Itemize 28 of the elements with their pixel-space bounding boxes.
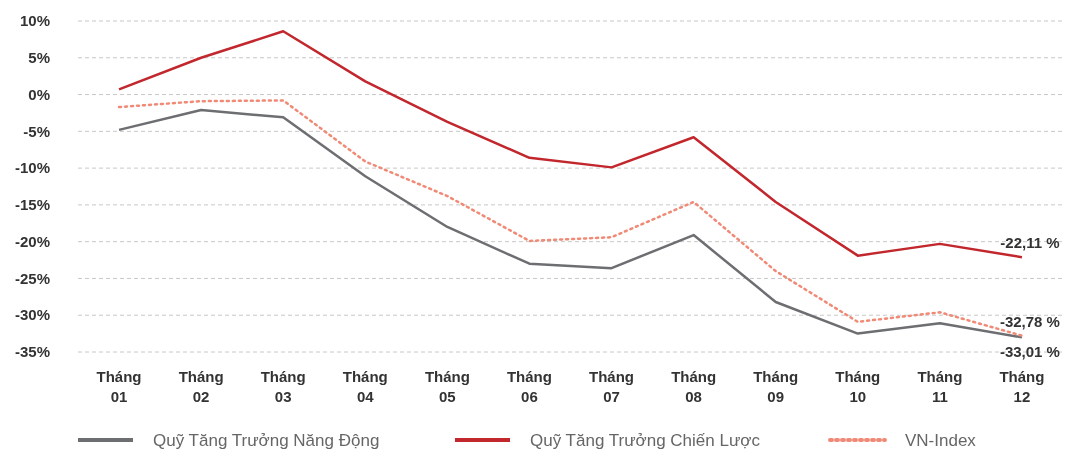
data-label: -33,01 % <box>999 343 1060 361</box>
x-tick-label: Tháng 04 <box>342 368 388 405</box>
y-tick-label: -5% <box>23 122 50 140</box>
x-tick-label: Tháng 01 <box>96 368 142 405</box>
y-tick-label: 5% <box>28 49 50 67</box>
legend-label: Quỹ Tăng Trưởng Chiến Lược <box>530 430 761 450</box>
x-tick-label: Tháng 07 <box>589 368 635 405</box>
x-tick-label: Tháng 06 <box>506 368 552 405</box>
x-tick-label: Tháng 02 <box>178 368 224 405</box>
x-tick-label: Tháng 05 <box>424 368 470 405</box>
y-tick-label: -35% <box>14 343 50 361</box>
y-tick-label: -10% <box>14 159 50 177</box>
legend-label: VN-Index <box>905 430 977 450</box>
data-label: -22,11 % <box>1000 234 1060 252</box>
x-tick-label: Tháng 11 <box>917 368 963 405</box>
x-tick-label: Tháng 08 <box>671 368 717 405</box>
legend-label: Quỹ Tăng Trưởng Năng Động <box>153 430 380 450</box>
x-tick-label: Tháng 09 <box>753 368 799 405</box>
y-tick-label: -15% <box>14 196 50 214</box>
data-label: -32,78 % <box>999 312 1060 330</box>
y-tick-label: 0% <box>28 85 50 103</box>
x-tick-label: Tháng 10 <box>835 368 881 405</box>
x-tick-label: Tháng 03 <box>260 368 306 405</box>
x-tick-label: Tháng 12 <box>999 368 1045 405</box>
y-tick-label: -20% <box>14 232 50 250</box>
y-tick-label: -25% <box>14 269 50 287</box>
y-tick-label: 10% <box>19 12 50 30</box>
y-tick-label: -30% <box>14 306 50 324</box>
